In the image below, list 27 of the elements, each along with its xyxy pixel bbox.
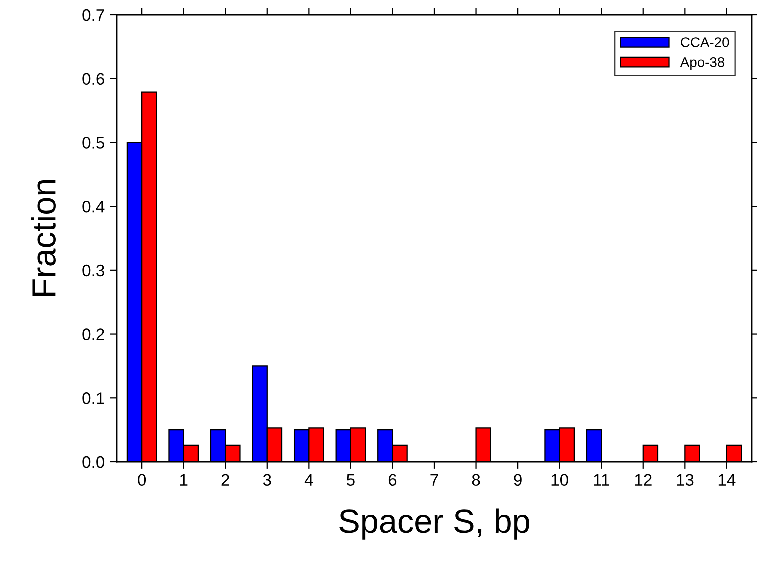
x-tick-label: 1 [180, 474, 188, 486]
y-tick-label: 0.5 [82, 137, 104, 149]
x-tick-label: 4 [304, 474, 314, 486]
x-tick-label: 2 [222, 474, 230, 486]
y-tick-label: 0.1 [82, 392, 104, 404]
x-tick-label: 8 [472, 474, 480, 486]
x-tick-label: 0 [138, 474, 146, 486]
y-tick-label: 0.2 [82, 328, 104, 340]
x-tick-label: 5 [346, 474, 355, 486]
x-axis-title: Spacer S, bp [340, 508, 530, 540]
x-tick-label: 12 [635, 474, 652, 486]
legend-label: Apo-38 [680, 57, 725, 70]
y-tick-label: 0.0 [82, 456, 105, 468]
y-tick-label: 0.4 [82, 200, 105, 213]
x-tick-label: 13 [677, 474, 694, 486]
y-tick-label: 0.3 [82, 264, 104, 277]
y-axis-title: Fraction [32, 180, 56, 296]
x-tick-label: 14 [718, 474, 736, 486]
x-tick-label: 7 [430, 474, 438, 486]
x-tick-label: 6 [388, 474, 397, 486]
x-tick-label: 11 [594, 474, 610, 486]
y-tick-label: 0.6 [82, 73, 104, 86]
x-tick-label: 9 [514, 474, 522, 486]
y-tick-label: 0.7 [82, 9, 104, 22]
x-tick-label: 3 [263, 474, 272, 486]
legend-label: CCA-20 [681, 38, 730, 48]
x-tick-label: 10 [552, 474, 568, 486]
